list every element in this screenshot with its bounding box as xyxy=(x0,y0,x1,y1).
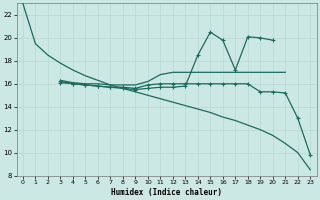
X-axis label: Humidex (Indice chaleur): Humidex (Indice chaleur) xyxy=(111,188,222,197)
